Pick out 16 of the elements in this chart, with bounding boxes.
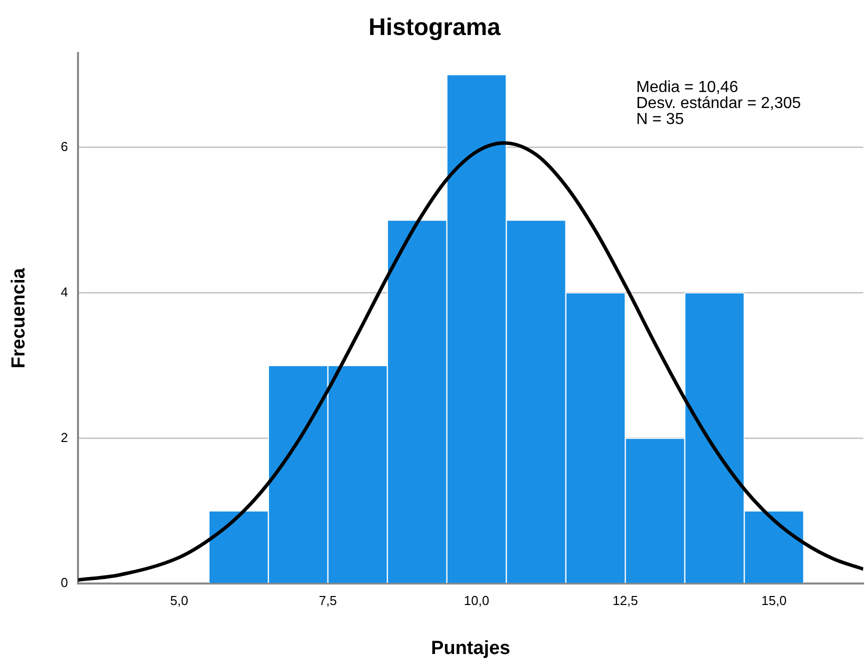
y-tick-label: 0 xyxy=(60,575,68,590)
x-tick-label: 15,0 xyxy=(761,592,787,608)
annotation: N = 35 xyxy=(636,111,684,128)
x-tick-label: 7,5 xyxy=(318,592,337,608)
chart-title: Histograma xyxy=(368,14,502,42)
x-axis-title: Puntajes xyxy=(431,638,510,659)
x-tick-label: 12,5 xyxy=(612,592,638,608)
annotation: Desv. estándar = 2,305 xyxy=(636,95,802,112)
y-tick-label: 6 xyxy=(60,138,68,154)
y-axis-title: Frecuencia xyxy=(8,268,30,368)
y-tick-label: 4 xyxy=(60,284,68,300)
y-tick-label: 2 xyxy=(60,430,68,445)
x-tick-label: 10,0 xyxy=(464,592,490,608)
x-tick-label: 5,0 xyxy=(170,592,188,608)
annotation: Media = 10,46 xyxy=(636,79,738,96)
line-series xyxy=(78,141,864,582)
